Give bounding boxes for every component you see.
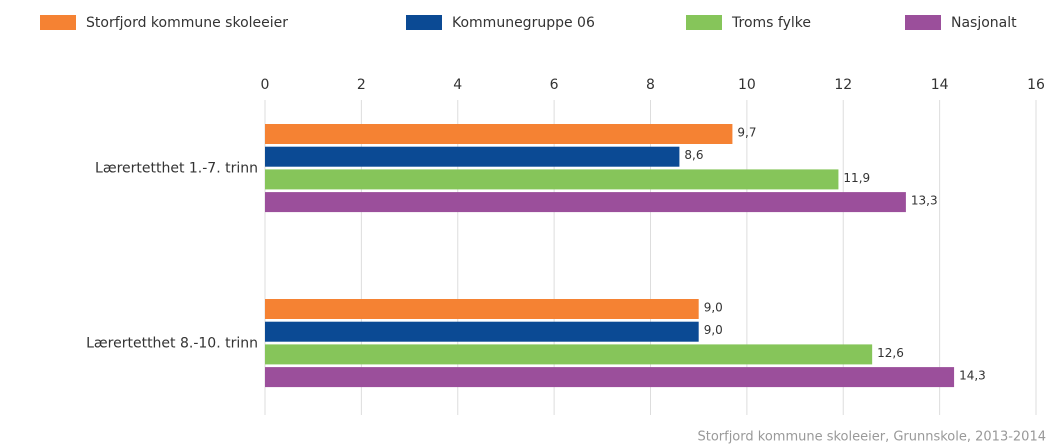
y-tick-label: Lærertetthet 8.-10. trinn: [86, 335, 258, 351]
x-tick-label: 2: [357, 77, 366, 93]
data-label: 9,0: [704, 301, 723, 315]
x-tick-label: 14: [931, 77, 949, 93]
data-label: 11,9: [843, 171, 870, 185]
bar: [265, 321, 699, 342]
chart-caption: Storfjord kommune skoleeier, Grunnskole,…: [697, 430, 1046, 445]
x-tick-label: 12: [834, 77, 852, 93]
data-label: 8,6: [684, 148, 703, 162]
x-tick-label: 16: [1027, 77, 1045, 93]
legend-swatch: [406, 15, 442, 30]
x-tick-label: 6: [550, 77, 559, 93]
data-label: 9,0: [704, 323, 723, 337]
x-tick-label: 4: [453, 77, 462, 93]
data-label: 14,3: [959, 369, 986, 383]
bar: [265, 299, 699, 319]
x-tick-label: 10: [738, 77, 756, 93]
bar: [265, 146, 680, 167]
bar: [265, 124, 733, 144]
bar: [265, 169, 839, 190]
x-tick-label: 0: [261, 77, 270, 93]
legend-label: Kommunegruppe 06: [452, 15, 595, 31]
bar: [265, 367, 955, 388]
legend-swatch: [40, 15, 76, 30]
y-tick-label: Lærertetthet 1.-7. trinn: [95, 160, 258, 176]
bar: [265, 344, 873, 365]
legend-label: Nasjonalt: [951, 15, 1017, 31]
legend-label: Storfjord kommune skoleeier: [86, 15, 288, 31]
legend-label: Troms fylke: [731, 15, 811, 31]
x-tick-label: 8: [646, 77, 655, 93]
legend-swatch: [905, 15, 941, 30]
legend-swatch: [686, 15, 722, 30]
data-label: 9,7: [737, 126, 756, 140]
data-label: 12,6: [877, 346, 904, 360]
data-label: 13,3: [911, 194, 938, 208]
bar: [265, 192, 906, 213]
